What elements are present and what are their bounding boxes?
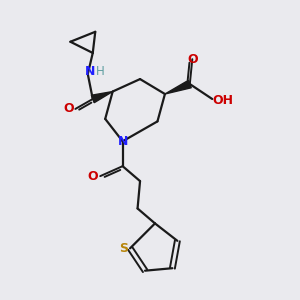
Text: O: O	[87, 169, 98, 183]
Text: H: H	[96, 65, 105, 78]
Text: N: N	[117, 135, 128, 148]
Polygon shape	[92, 92, 113, 103]
Text: O: O	[187, 53, 198, 66]
Text: N: N	[85, 65, 96, 78]
Polygon shape	[165, 80, 191, 94]
Text: O: O	[63, 102, 74, 116]
Text: S: S	[119, 242, 128, 255]
Text: OH: OH	[212, 94, 233, 107]
